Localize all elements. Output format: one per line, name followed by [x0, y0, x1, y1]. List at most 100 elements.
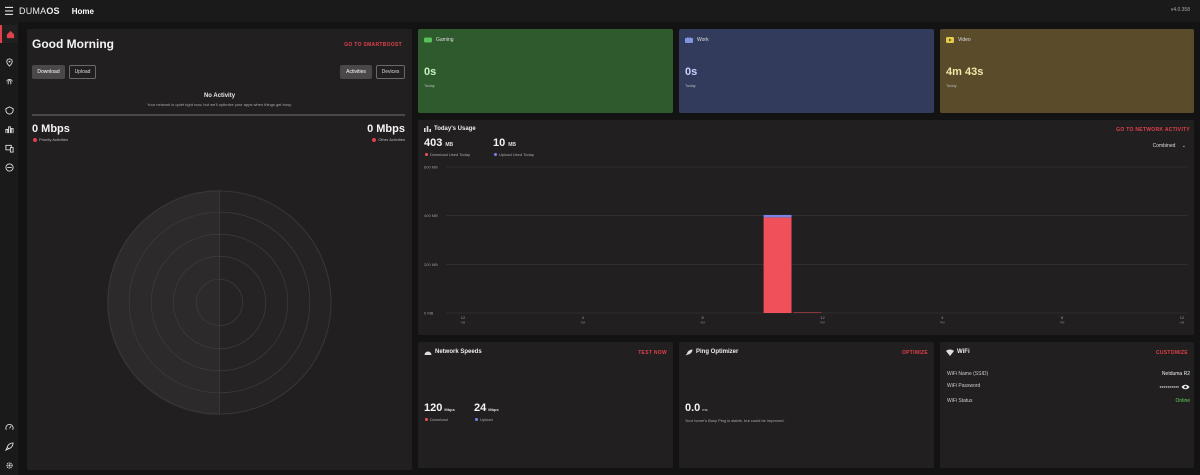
upload-speed-unit: Mbps [488, 407, 499, 412]
priority-speed: 0 Mbps [32, 123, 70, 135]
sidebar-item-stats[interactable] [0, 120, 18, 138]
optimize-link[interactable]: OPTIMIZE [901, 350, 928, 356]
gaming-label: Gaming [436, 37, 454, 43]
download-used-value: 403 [424, 137, 443, 149]
wifi-status-value: Online [1175, 398, 1190, 404]
gear-icon [5, 461, 13, 469]
smartboost-link[interactable]: GO TO SMARTBOOST [344, 42, 402, 48]
upload-used: 10 MB [493, 137, 516, 149]
sidebar-item-block[interactable] [0, 158, 18, 176]
customize-link[interactable]: CUSTOMIZE [1155, 350, 1188, 356]
priority-legend: Priority Activities [33, 137, 68, 142]
upload-tab[interactable]: Upload [69, 65, 96, 79]
location-icon [5, 57, 13, 67]
usage-title: Today's Usage [434, 126, 476, 132]
y-tick-label: 600 MB [424, 165, 438, 170]
upload-speed-dot [475, 418, 478, 421]
top-bar: ☰ DUMAOS Home v4.0.358 [0, 0, 1200, 22]
video-value: 4m 43s [946, 66, 984, 78]
wifi-password-label: WiFi Password [947, 383, 981, 389]
activities-tab[interactable]: Activities [340, 65, 372, 79]
upload-used-label: Upload Used Today [499, 152, 534, 157]
download-dot [425, 153, 428, 156]
gaming-value: 0s [424, 66, 437, 78]
combined-dropdown-value: Combined [1152, 143, 1176, 149]
gaming-tile[interactable]: Gaming 0s Today [418, 29, 673, 113]
eye-icon[interactable] [1181, 384, 1190, 390]
block-icon [4, 162, 14, 172]
x-tick-label: 4 [941, 315, 944, 320]
wifi-name-label: WiFi Name (SSID) [947, 371, 989, 377]
other-legend: Other Activities [372, 137, 405, 142]
download-speed-legend: Download [425, 417, 448, 422]
download-speed: 120 Mbps [424, 402, 455, 414]
download-used-unit: MB [445, 142, 454, 148]
sidebar-item-home[interactable] [0, 25, 18, 43]
wifi-password-value: ********** [1159, 386, 1179, 392]
no-activity-title: No Activity [203, 93, 236, 99]
priority-label: Priority Activities [39, 137, 69, 142]
gamepad-icon [424, 37, 432, 43]
app-logo: DUMAOS [19, 6, 60, 16]
upload-speed: 24 Mbps [474, 402, 499, 414]
work-label: Work [697, 37, 709, 43]
sidebar-nav [0, 22, 18, 475]
work-tile[interactable]: Work 0s Today [679, 29, 934, 113]
sidebar-item-rocket[interactable] [0, 437, 18, 455]
upload-dot [494, 153, 497, 156]
rocket-icon [685, 349, 693, 356]
menu-icon[interactable]: ☰ [4, 5, 14, 18]
upload-used-unit: MB [508, 142, 517, 148]
sidebar-item-location[interactable] [0, 53, 18, 71]
activity-divider [32, 114, 405, 116]
x-tick-label: 8 [1061, 315, 1064, 320]
shield-icon [4, 105, 14, 115]
sidebar-item-speed[interactable] [0, 418, 18, 436]
download-speed-dot [425, 418, 428, 421]
ping-unit: ms [702, 407, 708, 412]
work-value: 0s [685, 66, 698, 78]
upload-used-legend: Upload Used Today [494, 152, 534, 157]
download-bar [763, 217, 792, 313]
other-speed: 0 Mbps [367, 123, 405, 135]
y-tick-label: 200 MB [424, 262, 438, 267]
sidebar-item-settings[interactable] [0, 456, 18, 474]
greeting-title: Good Morning [32, 37, 114, 51]
video-icon [946, 37, 954, 43]
x-tick-label: 12 [820, 315, 825, 320]
speedometer-icon [4, 423, 14, 430]
home-icon [6, 30, 14, 38]
ping-number: 0.0 [685, 402, 701, 414]
upload-speed-label: Upload [480, 417, 493, 422]
x-tick-sublabel: AM [581, 321, 586, 325]
video-tile[interactable]: Video 4m 43s Today [940, 29, 1194, 113]
x-tick-sublabel: AM [461, 321, 466, 325]
no-activity-text: Your network is quiet right now, but we'… [147, 102, 292, 107]
briefcase-icon [685, 37, 693, 43]
upload-bar [763, 214, 792, 218]
x-tick-sublabel: PM [820, 321, 825, 325]
usage-card: Today's Usage GO TO NETWORK ACTIVITY 403… [418, 120, 1194, 335]
sidebar-item-devices[interactable] [0, 139, 18, 157]
y-tick-label: 0 MB [424, 311, 434, 316]
network-activity-link[interactable]: GO TO NETWORK ACTIVITY [1116, 127, 1190, 133]
test-now-link[interactable]: TEST NOW [638, 350, 667, 356]
video-label: Video [958, 37, 971, 43]
fingerprint-icon [5, 78, 13, 84]
x-tick-label: 4 [582, 315, 585, 320]
download-tab[interactable]: Download [32, 65, 65, 79]
upload-used-value: 10 [493, 137, 506, 149]
combined-dropdown[interactable]: Combined ⌄ [1153, 143, 1186, 149]
devices-tab[interactable]: Devices [376, 65, 405, 79]
download-used-label: Download Used Today [430, 152, 470, 157]
other-dot [372, 137, 377, 142]
download-speed-value: 120 [424, 402, 443, 414]
y-tick-label: 400 MB [424, 213, 438, 218]
sidebar-item-fingerprint[interactable] [0, 72, 18, 90]
devices-icon [4, 144, 14, 153]
other-label: Other Activities [378, 137, 405, 142]
upload-speed-value: 24 [474, 402, 487, 414]
sidebar-item-shield[interactable] [0, 101, 18, 119]
version-label: v4.0.358 [1170, 7, 1190, 13]
